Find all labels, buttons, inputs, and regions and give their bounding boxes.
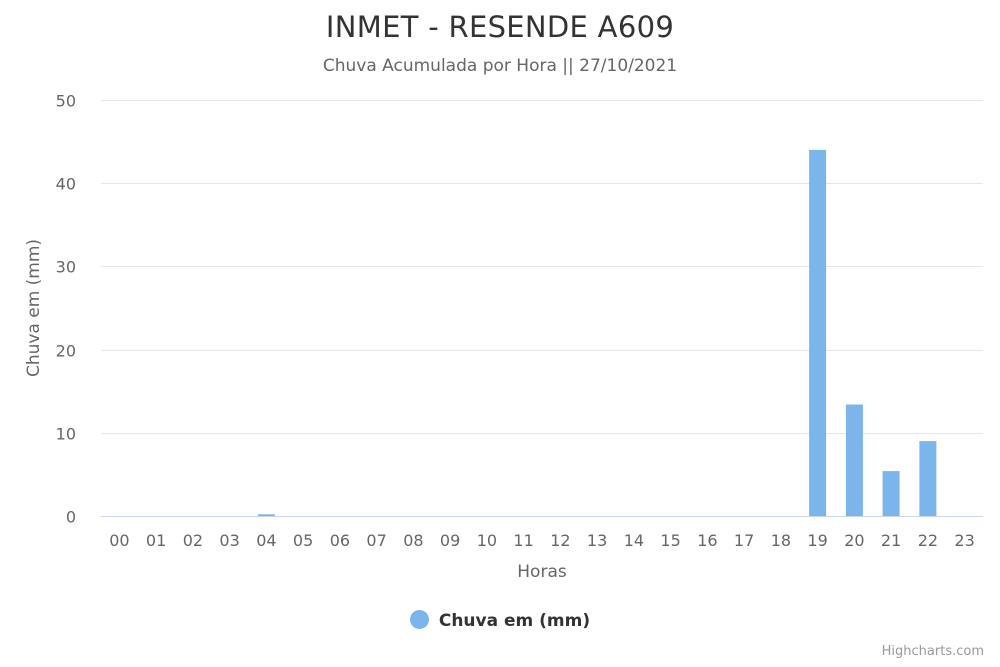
grid-lines [101,100,983,517]
credits-link[interactable]: Highcharts.com [881,644,984,659]
x-tick-label: 22 [918,531,938,550]
x-tick-label: 05 [293,531,313,550]
x-tick-label: 19 [807,531,827,550]
legend[interactable]: Chuva em (mm) [0,610,1000,631]
legend-item-label: Chuva em (mm) [438,611,591,631]
x-tick-label: 00 [109,531,129,550]
y-tick-label: 20 [56,342,76,361]
y-tick-label: 40 [56,175,76,194]
legend-marker [409,610,429,629]
x-tick-label: 15 [660,531,680,550]
x-tick-label: 11 [513,531,533,550]
x-tick-label: 20 [844,531,864,550]
bars [257,149,937,517]
x-tick-label: 08 [403,531,423,550]
y-tick-label: 10 [56,425,76,444]
x-axis-ticks: 00 01 02 03 04 05 06 07 08 09 10 11 12 13 14 15 16 17 18 19… [109,531,975,550]
bar-22[interactable] [919,441,937,516]
x-tick-label: 06 [330,531,350,550]
x-tick-label: 07 [366,531,386,550]
x-axis-label: Horas [517,562,567,582]
x-tick-label: 02 [183,531,203,550]
chart-subtitle: Chuva Acumulada por Hora || 27/10/2021 [322,56,678,76]
x-tick-label: 10 [477,531,497,550]
x-tick-label: 16 [697,531,717,550]
x-tick-label: 18 [771,531,791,550]
bar-19[interactable] [809,149,827,516]
x-tick-label: 12 [550,531,570,550]
x-tick-label: 01 [146,531,166,550]
y-tick-label: 0 [66,508,76,527]
bar-21[interactable] [882,471,900,516]
x-tick-label: 03 [219,531,239,550]
y-axis-label: Chuva em (mm) [24,239,44,377]
x-tick-label: 14 [624,531,644,550]
x-tick-label: 23 [954,531,974,550]
y-tick-label: 30 [56,258,76,277]
bar-20[interactable] [845,404,863,517]
chart-title: INMET - RESENDE A609 [325,10,675,44]
x-tick-label: 13 [587,531,607,550]
bar-04[interactable] [257,514,275,516]
x-tick-label: 17 [734,531,754,550]
y-axis-ticks: 0 10 20 30 40 50 [56,92,76,527]
x-tick-label: 09 [440,531,460,550]
y-tick-label: 50 [56,92,76,111]
x-tick-label: 21 [881,531,901,550]
x-tick-label: 04 [256,531,276,550]
